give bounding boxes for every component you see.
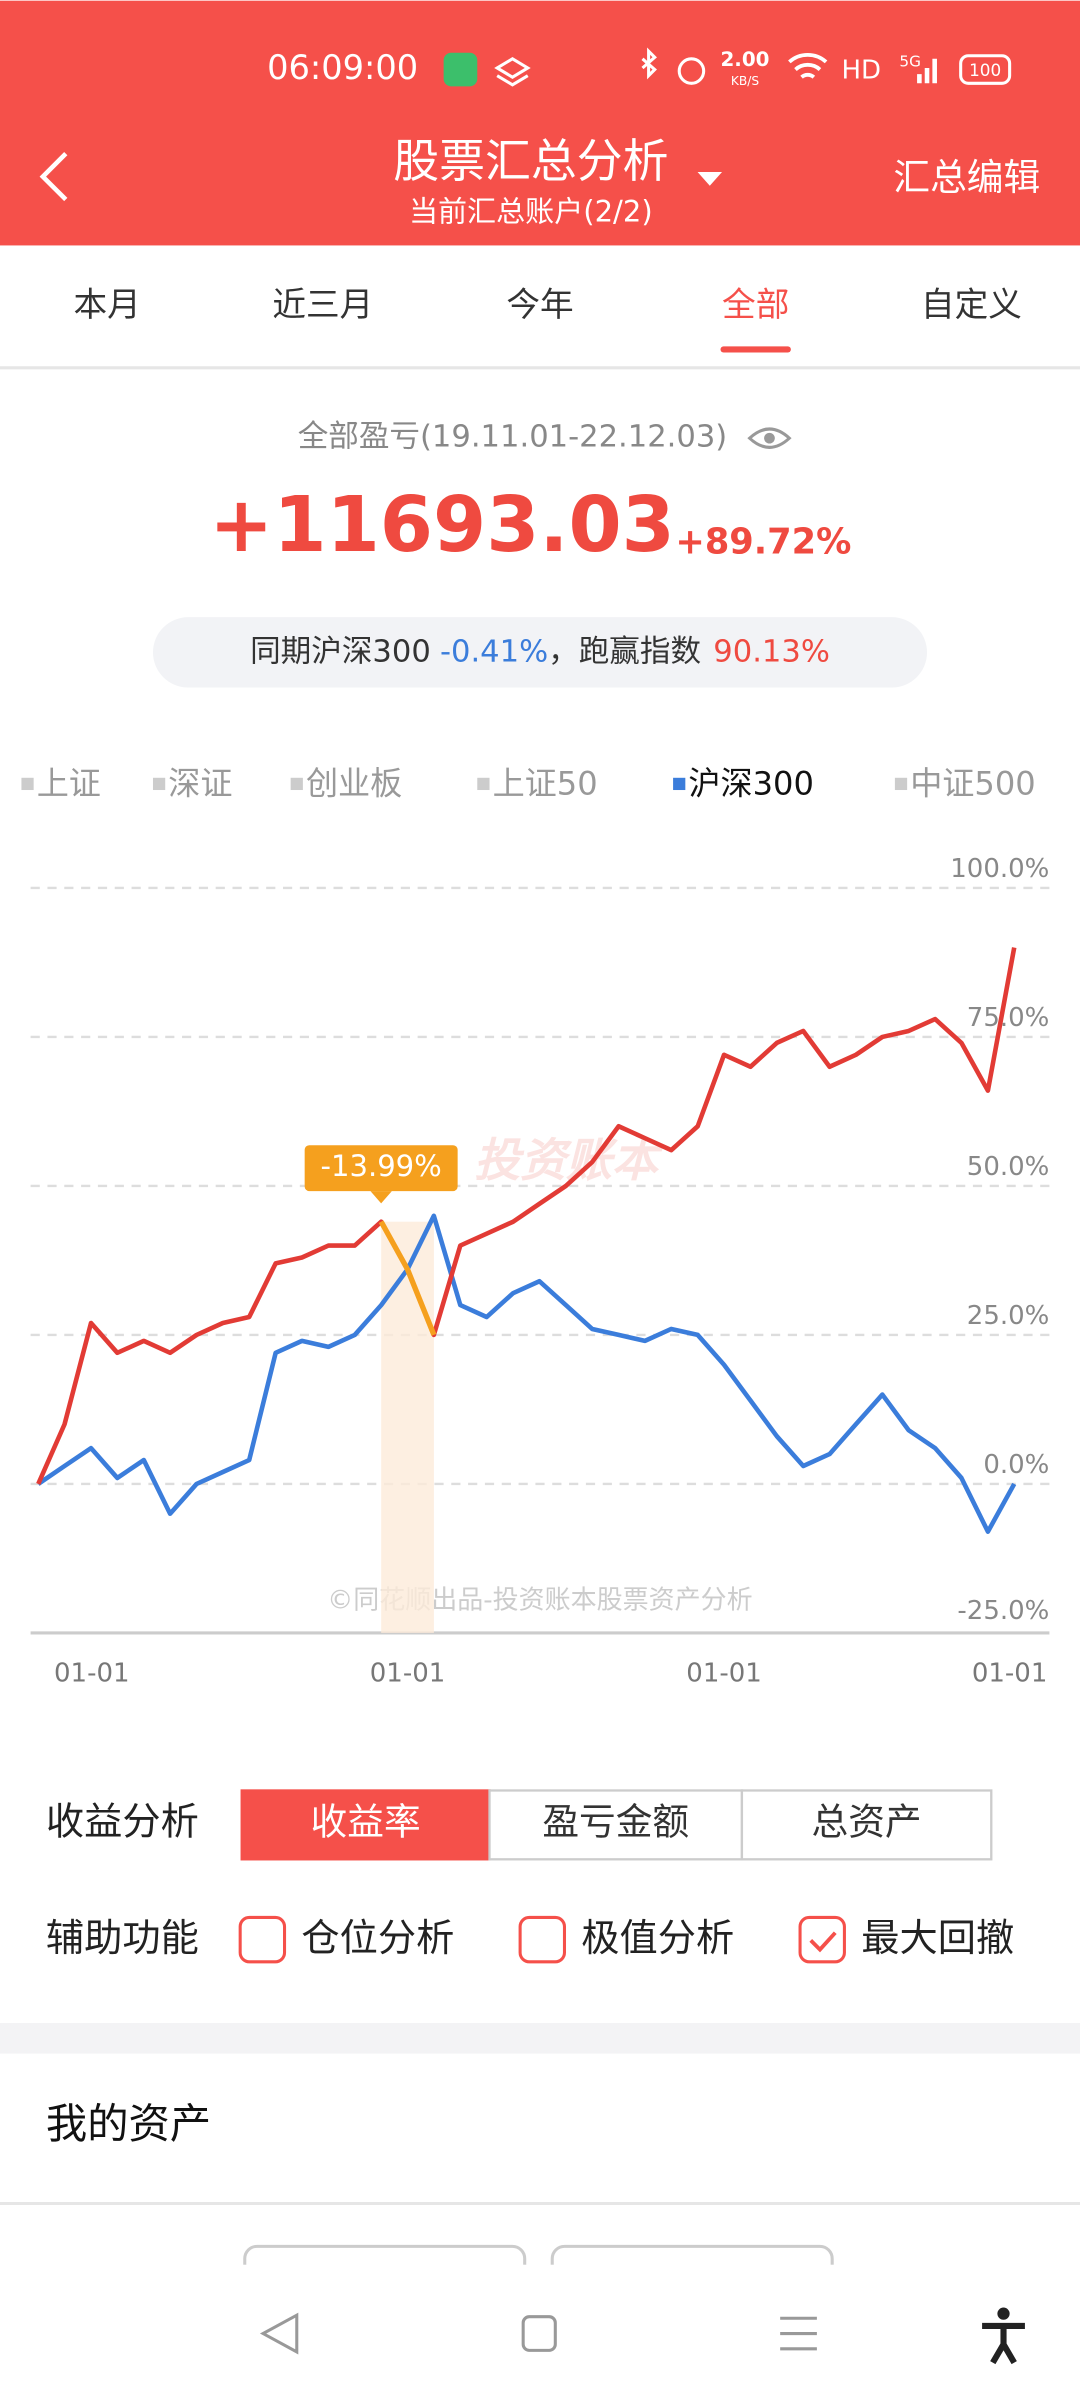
header-title[interactable]: 股票汇总分析 bbox=[393, 134, 668, 188]
index-tab[interactable]: 上证50 bbox=[493, 764, 598, 802]
y-tick-label: 50.0% bbox=[967, 1152, 1050, 1182]
header-action[interactable]: 汇总编辑 bbox=[893, 156, 1040, 199]
index-swatch bbox=[894, 777, 908, 791]
index-swatch bbox=[21, 777, 34, 791]
drawdown-line bbox=[378, 1220, 437, 1336]
tab-indicator bbox=[720, 346, 791, 353]
aux-label: 辅助功能 bbox=[46, 1917, 199, 1961]
watermark: 投资账本 bbox=[474, 1133, 664, 1187]
bluetooth-icon bbox=[641, 47, 657, 80]
y-tick-label: 0.0% bbox=[983, 1450, 1049, 1480]
y-tick-label: 25.0% bbox=[967, 1301, 1050, 1331]
index-tab[interactable]: 沪深300 bbox=[688, 764, 814, 802]
back-button[interactable] bbox=[39, 152, 68, 202]
layers-icon bbox=[494, 57, 531, 87]
segment-label[interactable]: 收益率 bbox=[311, 1801, 421, 1844]
series-line bbox=[36, 1213, 1017, 1534]
period-tab[interactable]: 全部 bbox=[722, 285, 789, 324]
drawdown-band bbox=[381, 1221, 434, 1633]
checkbox-label[interactable]: 最大回撤 bbox=[861, 1917, 1014, 1961]
drawdown-tag bbox=[304, 1145, 458, 1192]
index-tab[interactable]: 创业板 bbox=[306, 764, 402, 802]
wifi-icon bbox=[788, 52, 828, 79]
checkbox-label[interactable]: 仓位分析 bbox=[301, 1917, 454, 1961]
period-tabs: 本月 近三月 今年 全部 自定义 bbox=[73, 285, 1022, 353]
eye-pupil bbox=[764, 432, 775, 444]
status-time: 06:09:00 bbox=[267, 48, 418, 87]
y-tick-label: 100.0% bbox=[950, 854, 1049, 884]
checkbox[interactable] bbox=[238, 1915, 287, 1964]
accessibility-icon[interactable] bbox=[982, 2307, 1025, 2365]
series-line bbox=[36, 947, 1017, 1485]
y-tick-label: -25.0% bbox=[957, 1596, 1049, 1626]
index-tabs: 上证 深证 创业板 上证50 沪深300 中证500 bbox=[21, 764, 1036, 802]
nav-back[interactable] bbox=[259, 2312, 299, 2355]
compare-win: 90.13% bbox=[713, 634, 830, 669]
compare-mid: ，跑赢指数 bbox=[548, 634, 701, 669]
period-tab[interactable]: 今年 bbox=[506, 285, 573, 324]
signal-icon bbox=[917, 58, 937, 84]
index-tab[interactable]: 上证 bbox=[37, 764, 101, 802]
a11y-body bbox=[982, 2322, 1025, 2365]
a11y-head bbox=[997, 2307, 1010, 2320]
checkbox-label[interactable]: 极值分析 bbox=[581, 1917, 734, 1961]
summary-rate: +89.72% bbox=[675, 522, 851, 563]
header-bg bbox=[0, 0, 1080, 246]
index-swatch bbox=[673, 777, 686, 791]
summary-label: 全部盈亏(19.11.01-22.12.03) bbox=[298, 420, 728, 455]
compare-label: 同期沪深300 bbox=[250, 634, 431, 669]
app-icon bbox=[443, 52, 478, 87]
battery-icon bbox=[959, 54, 1012, 85]
hd-label: HD bbox=[841, 56, 881, 86]
segment-label[interactable]: 总资产 bbox=[812, 1801, 922, 1844]
eye-icon[interactable] bbox=[747, 427, 792, 449]
x-tick-label: 01-01 bbox=[370, 1659, 446, 1689]
compare-pill bbox=[152, 617, 928, 688]
header-subtitle: 当前汇总账户(2/2) bbox=[409, 194, 653, 228]
summary-amount: +11693.03 bbox=[209, 481, 675, 570]
analysis-label: 收益分析 bbox=[46, 1801, 199, 1845]
net-speed: 2.00 bbox=[720, 48, 769, 71]
drawdown-tag-arrow bbox=[370, 1191, 392, 1204]
checkbox[interactable] bbox=[798, 1915, 846, 1964]
segment-label[interactable]: 盈亏金额 bbox=[542, 1801, 689, 1844]
period-tab[interactable]: 近三月 bbox=[272, 285, 373, 324]
x-tick-label: 01-01 bbox=[54, 1659, 130, 1689]
nav-home[interactable] bbox=[521, 2315, 557, 2352]
index-swatch bbox=[152, 777, 166, 791]
chart: 投资账本 -25.0% 0.0% 25.0% 50.0% 75.0% 100.0% 01-0… bbox=[30, 854, 1050, 1689]
period-tab[interactable]: 本月 bbox=[73, 285, 140, 324]
network-label: 5G bbox=[899, 52, 921, 70]
net-speed-unit: KB/S bbox=[731, 74, 760, 88]
assets-title: 我的资产 bbox=[46, 2100, 211, 2148]
alarm-icon bbox=[677, 57, 706, 85]
battery-level: 100 bbox=[969, 60, 1001, 80]
index-swatch bbox=[290, 777, 303, 791]
nav-bar bbox=[0, 2264, 1080, 2400]
x-tick-label: 01-01 bbox=[686, 1659, 762, 1689]
index-tab[interactable]: 中证500 bbox=[910, 764, 1036, 802]
dropdown-arrow[interactable] bbox=[697, 172, 723, 186]
x-tick-label: 01-01 bbox=[972, 1659, 1048, 1689]
index-tab[interactable]: 深证 bbox=[168, 764, 232, 802]
checkmark bbox=[809, 1931, 837, 1953]
section-gap bbox=[0, 2023, 1080, 2054]
y-tick-label: 75.0% bbox=[967, 1003, 1050, 1033]
drawdown-label: -13.99% bbox=[321, 1149, 442, 1183]
compare-value: -0.41% bbox=[440, 634, 548, 669]
segment[interactable] bbox=[740, 1789, 993, 1861]
checkbox[interactable] bbox=[518, 1915, 567, 1964]
compare-line: 同期沪深300 -0.41%，跑赢指数 90.13% bbox=[250, 634, 830, 669]
nav-menu[interactable] bbox=[780, 2316, 817, 2351]
period-tab[interactable]: 自定义 bbox=[921, 285, 1022, 324]
index-swatch bbox=[477, 777, 490, 791]
